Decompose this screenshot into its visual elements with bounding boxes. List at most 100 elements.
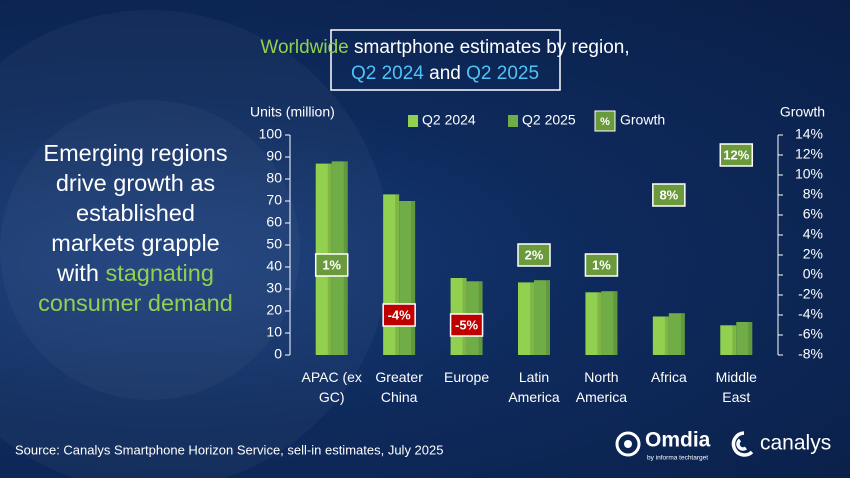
y2-tick-label: 0% [803,266,823,282]
growth-label: -5% [455,317,479,332]
y2-tick-label: 8% [803,186,823,202]
canalys-icon [731,431,754,457]
y-tick-label: 80 [266,170,282,186]
legend-swatch [508,115,518,127]
headline-line: Emerging regions [8,138,263,168]
growth-box [449,313,484,337]
bar-shade [732,325,737,355]
omdia-icon [624,440,632,448]
bar-shade [613,291,618,355]
y-tick-label: 90 [266,148,282,164]
bar-shade [411,201,416,355]
bar [601,291,618,355]
y-tick-label: 40 [266,258,282,274]
bar-shade [546,280,550,355]
headline-segment: drive growth as [55,170,216,196]
y2-tick-label: 10% [795,166,823,182]
omdia-logo: Omdia [645,429,711,452]
x-tick-label: Africa [650,369,687,385]
growth-label: 8% [659,187,678,202]
legend-label: Q2 2025 [522,112,576,128]
y2-tick-label: -8% [798,346,823,362]
title-box [330,29,561,91]
x-tick-label: Latin America [508,369,560,405]
bar-shade [597,292,602,355]
headline-line: markets grapple [8,228,263,258]
y2-tick-label: -6% [798,326,823,342]
y2-tick-label: 14% [795,126,823,142]
growth-label: 1% [592,257,611,272]
legend-label: Q2 2024 [422,112,476,128]
legend-symbol: % [600,116,610,128]
headline-line: established [8,198,263,228]
x-tick-label: Europe [443,369,490,385]
bar [534,280,550,355]
y-tick-label: 50 [266,236,282,252]
headline-segment: stagnating [105,260,214,286]
legend-label: Growth [620,112,665,128]
headline-line: with stagnating [8,258,263,288]
x-tick-label: North America [575,369,628,405]
bar-shade [530,282,534,355]
y-tick-label: 70 [266,192,282,208]
x-tick-label: Greater China [375,369,423,405]
headline-line: consumer demand [8,288,263,318]
legend-swatch [594,110,616,132]
y-tick-label: 20 [266,302,282,318]
growth-box [314,253,349,277]
title-segment: Worldwide [260,37,348,58]
title-segment: smartphone estimates by region, [349,37,630,58]
source-note: Source: Canalys Smartphone Horizon Servi… [15,442,443,457]
growth-label: 1% [322,257,341,272]
bar [585,292,602,355]
title-segment: and [424,63,466,84]
canalys-logo: canalys [760,432,831,455]
bar-shade [395,194,400,355]
x-tick-label: Middle East [715,369,757,405]
bar [720,325,737,355]
headline-segment: with [57,260,106,286]
y2-tick-label: 6% [803,206,823,222]
growth-box [517,243,551,267]
bar [518,282,534,355]
growth-label: -4% [388,307,412,322]
y-tick-label: 60 [266,214,282,230]
chart-title: Worldwide smartphone estimates by region… [260,37,629,84]
y2-axis-title: Growth [780,104,825,120]
headline-segment: established [76,200,195,226]
bar [652,316,669,355]
headline-segment: Emerging regions [43,140,228,166]
omdia-icon [615,431,641,457]
growth-box [382,303,416,327]
y-tick-label: 100 [259,126,283,142]
title-segment: Q2 2024 [351,63,424,84]
bar [736,322,753,355]
title-line: Worldwide smartphone estimates by region… [260,37,629,58]
bar-shade [664,316,669,355]
y2-tick-label: 12% [795,146,823,162]
headline-line: drive growth as [8,168,263,198]
growth-box [652,183,686,207]
bar [668,313,685,355]
y-tick-label: 30 [266,280,282,296]
headline: Emerging regions drive growth as establish… [8,138,263,318]
y-axis-title: Units (million) [250,104,335,120]
omdia-tagline: by informa techtarget [647,455,708,462]
title-segment: Q2 2025 [466,63,539,84]
y2-tick-label: 2% [803,246,823,262]
title-line: Q2 2024 and Q2 2025 [351,63,539,84]
headline-segment: consumer demand [38,290,233,316]
growth-label: 2% [525,247,544,262]
growth-label: 12% [723,147,749,162]
y-tick-label: 10 [266,324,282,340]
legend-swatch [408,115,418,127]
growth-box [719,143,754,167]
x-tick-label: APAC (ex GC) [301,369,362,405]
y2-tick-label: 4% [803,226,823,242]
bar-shade [680,313,685,355]
y-tick-label: 0 [274,346,282,362]
bar-shade [748,322,753,355]
growth-box [584,253,619,277]
